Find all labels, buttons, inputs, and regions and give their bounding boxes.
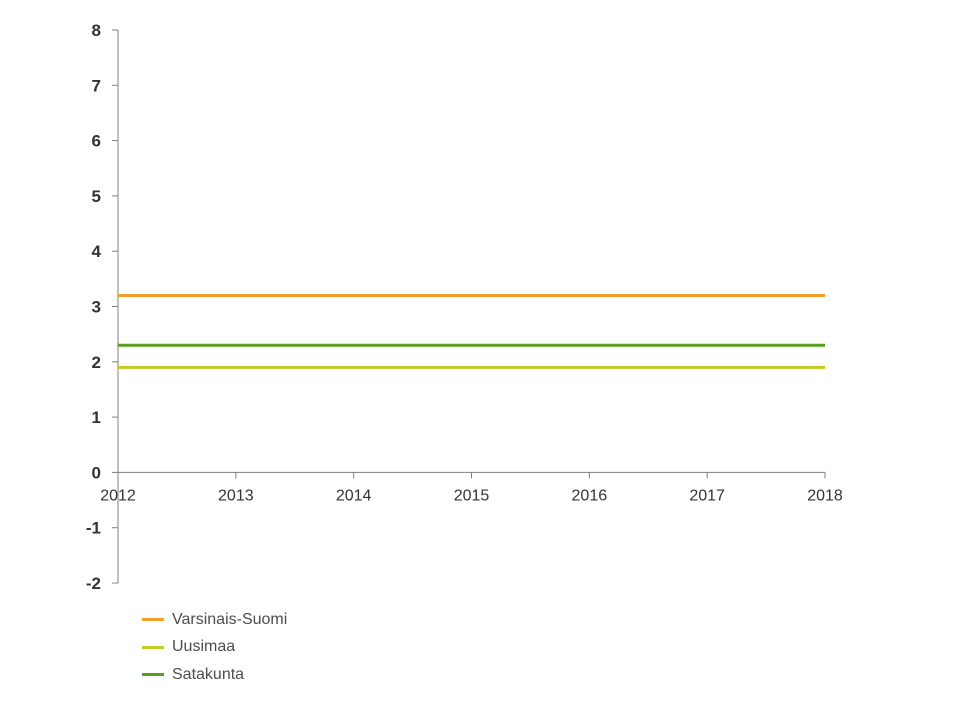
legend-swatch xyxy=(142,618,164,622)
legend-item-varsinais-suomi: Varsinais-Suomi xyxy=(142,606,287,634)
x-axis-ticks: 2012 2013 2014 2015 2016 2017 2018 xyxy=(100,472,843,504)
x-tick-label: 2012 xyxy=(100,487,136,504)
x-tick-label: 2018 xyxy=(807,487,843,504)
y-tick-label: 2 xyxy=(92,353,101,372)
legend-swatch xyxy=(142,645,164,649)
y-tick-label: 0 xyxy=(92,463,101,482)
legend-swatch xyxy=(142,673,164,677)
legend-item-satakunta: Satakunta xyxy=(142,661,287,689)
x-tick-label: 2017 xyxy=(689,487,725,504)
x-tick-label: 2015 xyxy=(454,487,490,504)
y-tick-label: -2 xyxy=(86,574,101,593)
y-tick-label: 1 xyxy=(92,408,101,427)
legend-label: Satakunta xyxy=(172,665,245,683)
x-tick-label: 2016 xyxy=(572,487,608,504)
y-tick-label: 6 xyxy=(92,132,101,151)
x-tick-label: 2014 xyxy=(336,487,372,504)
y-tick-label: 7 xyxy=(92,76,101,95)
legend-label: Uusimaa xyxy=(172,638,236,656)
chart-legend: Varsinais-Suomi Uusimaa Satakunta xyxy=(142,606,287,689)
x-tick-label: 2013 xyxy=(218,487,254,504)
y-tick-label: 4 xyxy=(92,242,102,261)
y-tick-label: 8 xyxy=(92,21,101,40)
y-axis-ticks: 8 7 6 5 4 3 2 1 0 -1 -2 xyxy=(86,21,118,593)
series-lines xyxy=(118,293,825,369)
legend-item-uusimaa: Uusimaa xyxy=(142,634,287,662)
y-tick-label: 3 xyxy=(92,298,101,317)
legend-label: Varsinais-Suomi xyxy=(172,610,288,628)
y-tick-label: 5 xyxy=(92,187,101,206)
y-tick-label: -1 xyxy=(86,519,101,538)
